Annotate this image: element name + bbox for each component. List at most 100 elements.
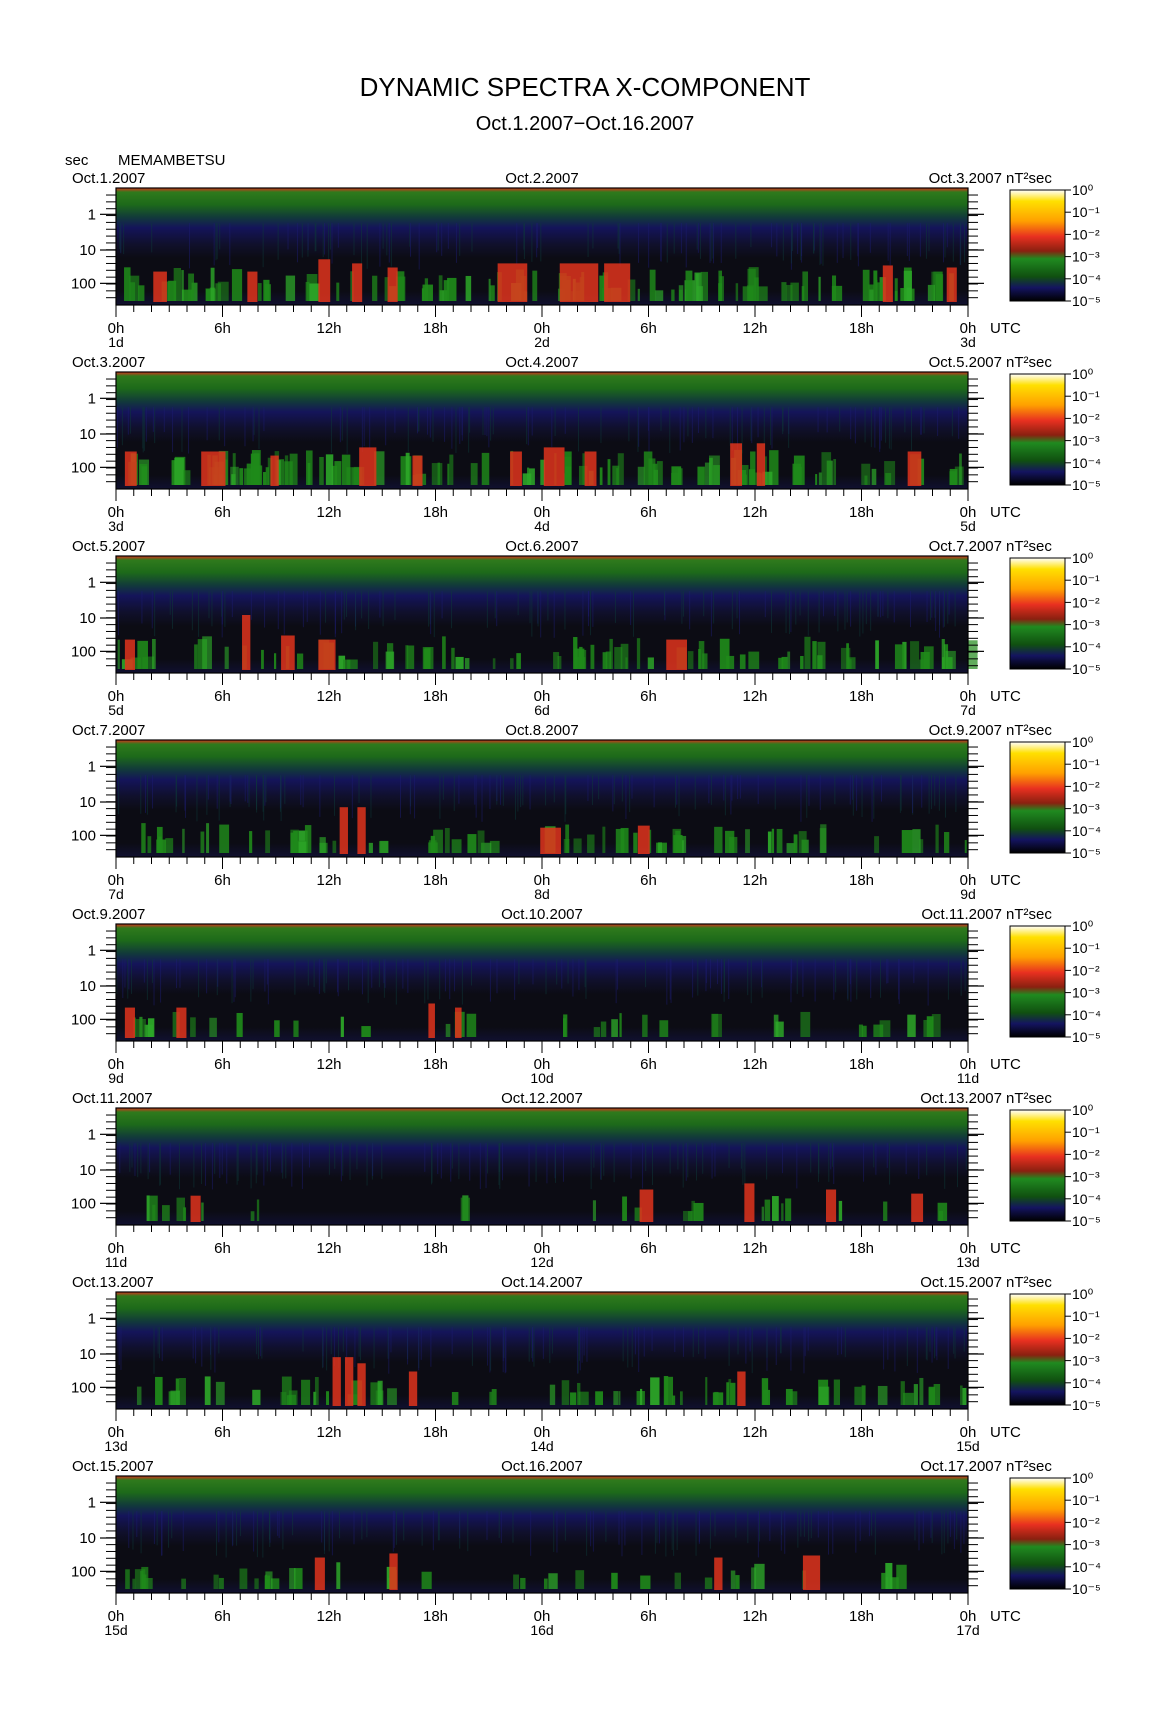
panel-date-right: Oct.7.2007 xyxy=(929,538,1002,555)
spectra-panel-2: Oct.3.2007 Oct.4.2007 Oct.5.2007 nT²sec1101… xyxy=(71,354,1101,534)
utc-label: UTC xyxy=(990,872,1021,889)
spectrogram-area xyxy=(116,1292,968,1409)
y-tick-label: 1 xyxy=(88,206,96,223)
x-tick-label: 0h xyxy=(534,320,551,337)
panel-date-mid: Oct.2.2007 xyxy=(505,170,578,187)
panel-date-left: Oct.11.2007 xyxy=(72,1090,153,1107)
day-label-right: 13d xyxy=(956,1254,979,1270)
x-tick-label: 18h xyxy=(849,320,874,337)
colorbar-tick-label: 10⁰ xyxy=(1072,1286,1094,1302)
day-label-left: 3d xyxy=(108,518,124,534)
chart-title: DYNAMIC SPECTRA X-COMPONENT xyxy=(360,72,811,102)
x-tick-label: 12h xyxy=(742,1424,767,1441)
colorbar-tick-label: 10⁻² xyxy=(1072,410,1100,426)
colorbar-tick-label: 10⁻⁵ xyxy=(1072,661,1101,677)
x-tick-label: 18h xyxy=(849,688,874,705)
y-axis: 1 10 100 xyxy=(71,562,984,667)
colorbar-tick-label: 10⁻⁴ xyxy=(1072,1559,1101,1575)
y-tick-label: 1 xyxy=(88,1494,96,1511)
utc-label: UTC xyxy=(990,1240,1021,1257)
colorbar-tick-label: 10⁻³ xyxy=(1072,985,1100,1001)
burst-6 xyxy=(497,263,528,302)
day-label-left: 7d xyxy=(108,886,124,902)
x-tick-label: 18h xyxy=(849,1240,874,1257)
y-tick-label: 100 xyxy=(71,275,96,292)
x-tick-label: 6h xyxy=(214,872,231,889)
x-tick-label: 12h xyxy=(742,1056,767,1073)
colorbar-unit-label: nT²sec xyxy=(1006,1458,1052,1475)
y-axis: 1 10 100 xyxy=(71,194,984,299)
x-tick-label: 12h xyxy=(316,688,341,705)
colorbar: 10⁰ 10⁻¹ 10⁻² 10⁻³ 10⁻⁴ 10⁻⁵ xyxy=(1009,918,1101,1045)
colorbar-tick-label: 10⁻³ xyxy=(1072,433,1100,449)
colorbar-tick-label: 10⁻¹ xyxy=(1072,1308,1100,1324)
day-label-right: 5d xyxy=(960,518,976,534)
y-axis: 1 10 100 xyxy=(71,378,984,483)
day-label-mid: 2d xyxy=(534,334,550,350)
burst-4 xyxy=(826,1189,837,1222)
colorbar-unit-label: nT²sec xyxy=(1006,170,1052,187)
x-tick-label: 6h xyxy=(214,1240,231,1257)
colorbar: 10⁰ 10⁻¹ 10⁻² 10⁻³ 10⁻⁴ 10⁻⁵ xyxy=(1009,182,1101,309)
y-tick-label: 10 xyxy=(79,1530,96,1547)
spectrogram-texture xyxy=(119,223,965,270)
x-tick-label: 0h xyxy=(960,1608,977,1625)
day-label-right: 11d xyxy=(957,1070,979,1086)
y-tick-label: 1 xyxy=(88,1310,96,1327)
colorbar-tick-label: 10⁻¹ xyxy=(1072,1492,1100,1508)
x-tick-label: 12h xyxy=(316,504,341,521)
burst-3 xyxy=(714,1557,723,1590)
x-tick-label: 12h xyxy=(316,1424,341,1441)
colorbar-unit-label: nT²sec xyxy=(1006,906,1052,923)
colorbar-unit-label: nT²sec xyxy=(1006,354,1052,371)
x-tick-label: 18h xyxy=(849,1424,874,1441)
x-tick-label: 6h xyxy=(640,504,657,521)
colorbar-unit-label: nT²sec xyxy=(1006,1274,1052,1291)
burst-7 xyxy=(559,263,599,302)
y-tick-label: 1 xyxy=(88,390,96,407)
colorbar-tick-label: 10⁰ xyxy=(1072,366,1094,382)
spectra-panel-7: Oct.13.2007 Oct.14.2007 Oct.15.2007 nT²sec1… xyxy=(71,1274,1101,1454)
spectrogram-texture xyxy=(128,1511,965,1558)
burst-1 xyxy=(339,807,348,854)
spectrogram-area xyxy=(116,1476,968,1593)
burst-2 xyxy=(201,451,226,486)
day-label-left: 13d xyxy=(104,1438,127,1454)
y-axis: 1 10 100 xyxy=(71,1298,984,1403)
burst-4 xyxy=(737,1371,746,1406)
x-tick-label: 0h xyxy=(960,320,977,337)
colorbar-gradient xyxy=(1009,189,1066,302)
colorbar-tick-label: 10⁻⁵ xyxy=(1072,477,1101,493)
x-tick-label: 18h xyxy=(423,504,448,521)
colorbar-gradient xyxy=(1009,1293,1066,1406)
colorbar-tick-label: 10⁻³ xyxy=(1072,1537,1100,1553)
colorbar: 10⁰ 10⁻¹ 10⁻² 10⁻³ 10⁻⁴ 10⁻⁵ xyxy=(1009,1470,1101,1597)
x-tick-label: 0h xyxy=(534,1056,551,1073)
spectrogram-area xyxy=(116,924,968,1041)
x-tick-label: 6h xyxy=(214,504,231,521)
x-tick-label: 18h xyxy=(423,1240,448,1257)
panel-date-mid: Oct.10.2007 xyxy=(501,906,583,923)
spectra-panel-5: Oct.9.2007 Oct.10.2007 Oct.11.2007 nT²sec11… xyxy=(71,906,1101,1086)
burst-2 xyxy=(357,807,366,854)
y-tick-label: 1 xyxy=(88,758,96,775)
x-tick-label: 18h xyxy=(423,872,448,889)
x-tick-label: 0h xyxy=(108,1608,125,1625)
colorbar-tick-label: 10⁻² xyxy=(1072,594,1100,610)
colorbar-tick-label: 10⁻⁵ xyxy=(1072,1029,1101,1045)
burst-3 xyxy=(744,1183,755,1222)
colorbar-tick-label: 10⁻⁴ xyxy=(1072,823,1101,839)
y-tick-label: 10 xyxy=(79,978,96,995)
colorbar-tick-label: 10⁻⁵ xyxy=(1072,1213,1101,1229)
burst-1 xyxy=(124,639,135,670)
y-tick-label: 100 xyxy=(71,1195,96,1212)
colorbar-tick-label: 10⁻³ xyxy=(1072,617,1100,633)
x-tick-label: 0h xyxy=(534,872,551,889)
x-tick-label: 6h xyxy=(640,1056,657,1073)
burst-1 xyxy=(332,1357,341,1406)
colorbar-tick-label: 10⁻¹ xyxy=(1072,572,1100,588)
x-tick-label: 12h xyxy=(316,1056,341,1073)
burst-4 xyxy=(359,447,377,486)
burst-1 xyxy=(124,1007,135,1038)
